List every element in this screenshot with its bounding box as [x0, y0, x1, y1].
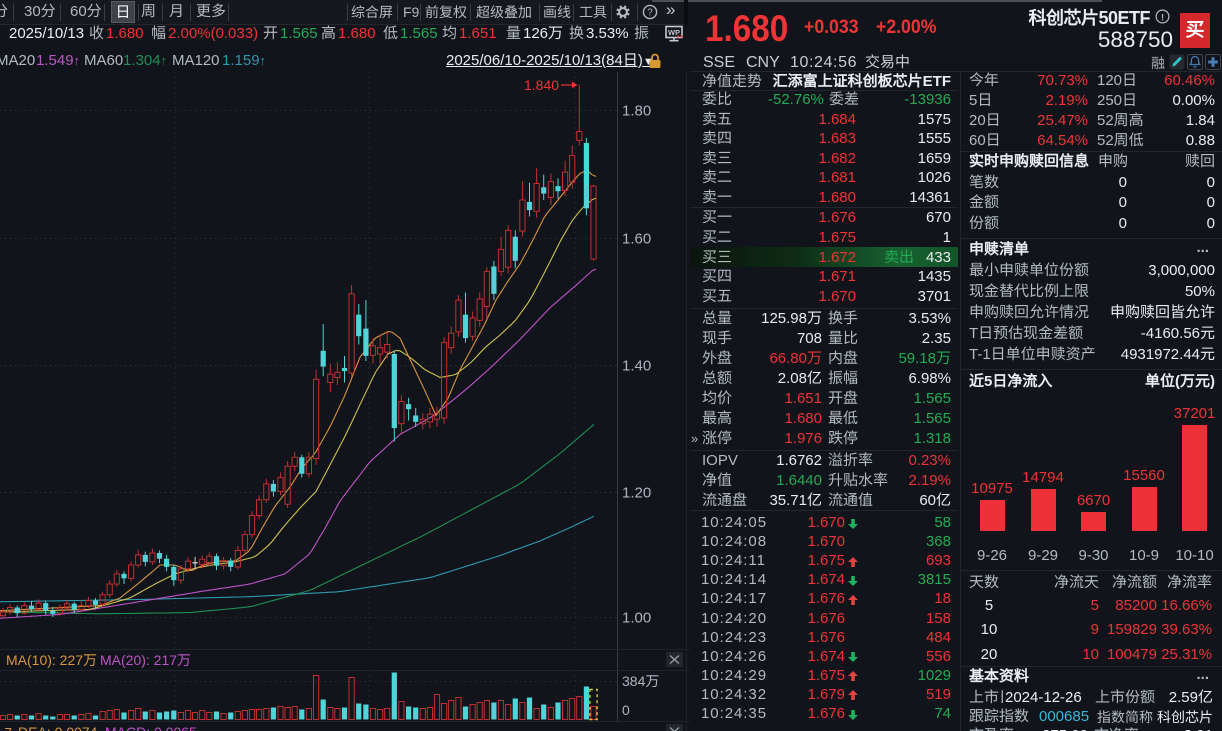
svg-text:MA(20): 217万: MA(20): 217万 — [100, 652, 191, 668]
svg-text:7: 7 — [4, 726, 12, 731]
svg-text:1.60: 1.60 — [622, 231, 651, 248]
svg-text:1.80: 1.80 — [622, 103, 651, 120]
svg-text:?: ? — [647, 7, 653, 18]
svg-text:1.00: 1.00 — [622, 610, 651, 627]
svg-text:0: 0 — [622, 702, 630, 718]
svg-text:384万: 384万 — [622, 673, 659, 689]
svg-text:DEA: 0.0074: DEA: 0.0074 — [18, 724, 98, 731]
svg-text:WP: WP — [668, 28, 680, 37]
svg-text:MA(10): 227万: MA(10): 227万 — [6, 652, 97, 668]
svg-text:1.40: 1.40 — [622, 358, 651, 375]
svg-text:1.840: 1.840 — [524, 77, 559, 93]
svg-text:1.20: 1.20 — [622, 485, 651, 502]
svg-text:MACD: 0.0065: MACD: 0.0065 — [105, 724, 197, 731]
svg-text:!: ! — [1161, 12, 1164, 22]
